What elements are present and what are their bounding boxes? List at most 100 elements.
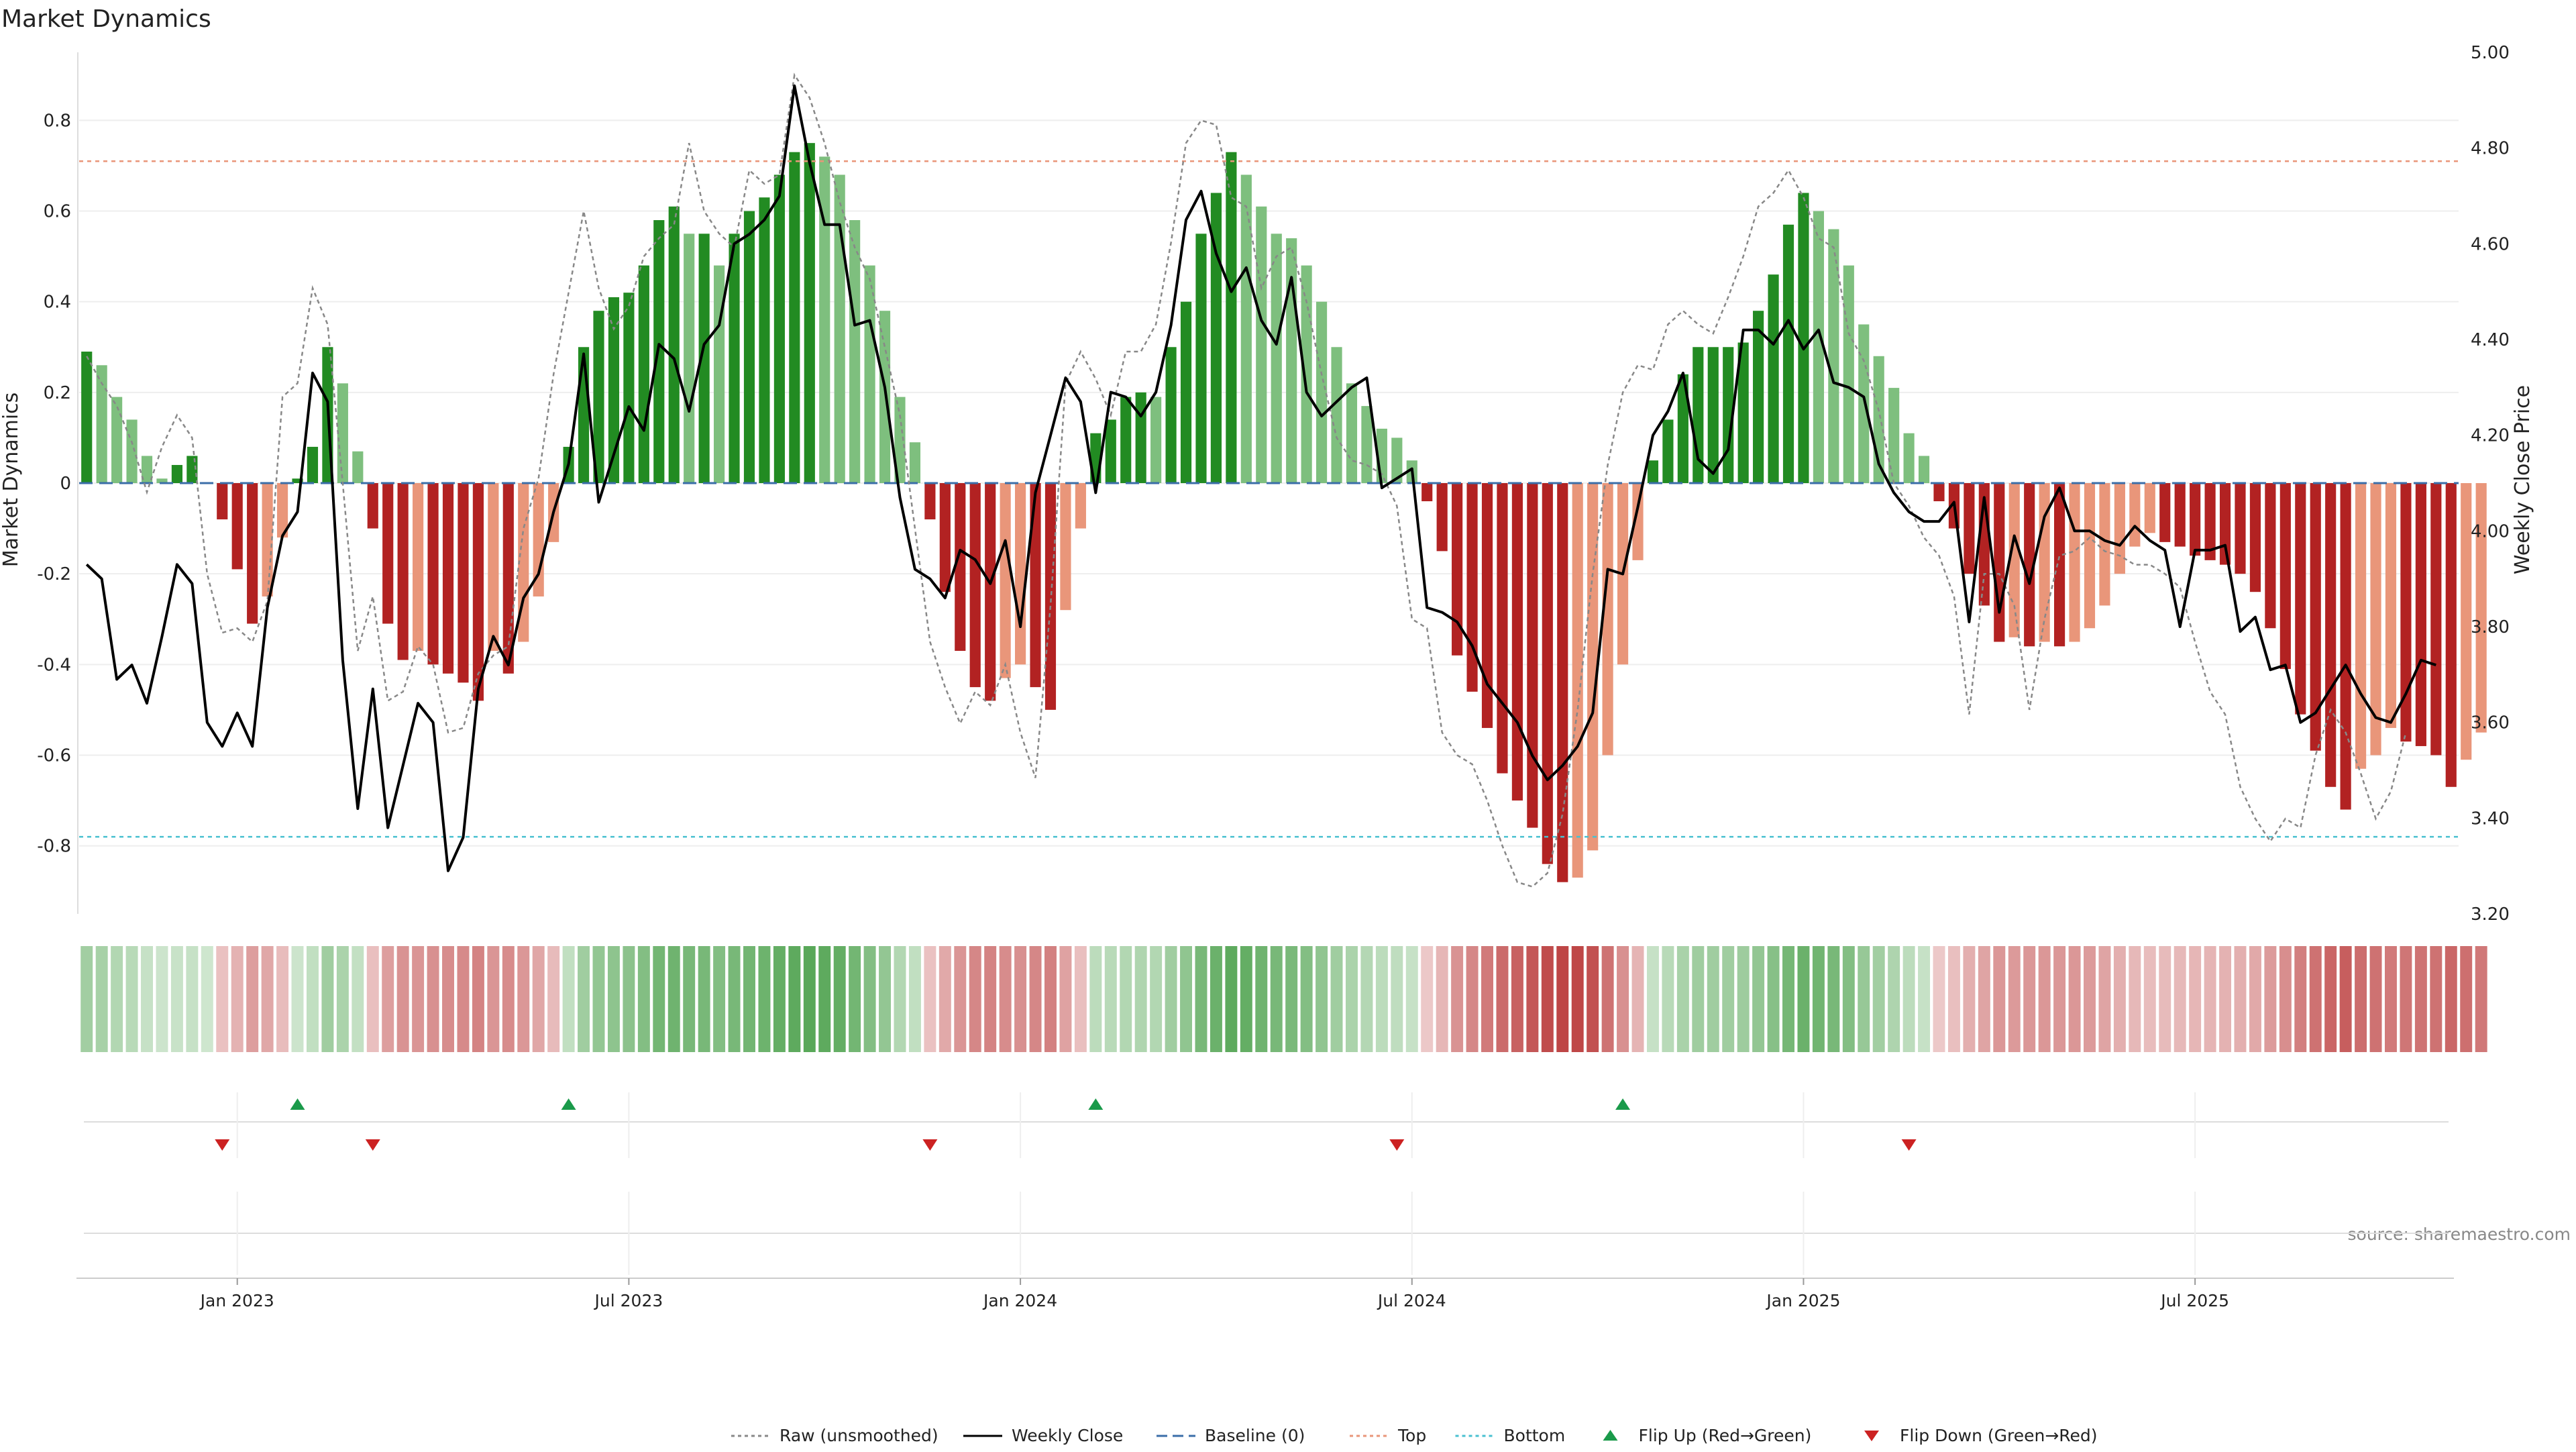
x-tick-label-1: Jul 2023 <box>594 1291 663 1310</box>
dynamics-bar-101 <box>1602 483 1613 756</box>
heat-cell-88 <box>1405 946 1418 1052</box>
dynamics-bar-138 <box>2159 483 2171 542</box>
left-tick-label-2: 0.4 <box>44 293 71 313</box>
dynamics-bar-33 <box>578 347 590 483</box>
heat-cell-140 <box>2189 946 2202 1052</box>
heat-cell-148 <box>2309 946 2322 1052</box>
dynamics-bar-26 <box>472 483 484 701</box>
heat-cell-85 <box>1360 946 1373 1052</box>
heat-cell-37 <box>637 946 650 1052</box>
heat-cell-113 <box>1782 946 1794 1052</box>
dynamics-bar-144 <box>2249 483 2261 592</box>
dynamics-bar-106 <box>1677 374 1688 483</box>
dynamics-bar-41 <box>698 234 710 483</box>
heat-cell-41 <box>698 946 710 1052</box>
dynamics-bar-9 <box>217 483 228 520</box>
heat-cell-49 <box>818 946 831 1052</box>
heat-cell-63 <box>1029 946 1042 1052</box>
heat-cell-19 <box>366 946 379 1052</box>
dynamics-bar-82 <box>1316 301 1328 483</box>
legend-label-0: Raw (unsmoothed) <box>780 1426 938 1445</box>
heat-cell-29 <box>517 946 530 1052</box>
heat-cell-10 <box>231 946 244 1052</box>
heat-cell-58 <box>954 946 967 1052</box>
right-tick-label-4: 4.20 <box>2471 426 2510 446</box>
dynamics-bar-115 <box>1813 211 1824 483</box>
heat-cell-67 <box>1089 946 1102 1052</box>
heat-cell-125 <box>1963 946 1976 1052</box>
heat-cell-34 <box>592 946 605 1052</box>
heat-cell-151 <box>2355 946 2367 1052</box>
dynamics-bar-140 <box>2190 483 2201 556</box>
heat-cell-81 <box>1300 946 1313 1052</box>
flip-down-marker-3 <box>1389 1139 1405 1151</box>
dynamics-bar-62 <box>1015 483 1026 665</box>
dynamics-bar-76 <box>1226 152 1237 483</box>
dynamics-bar-58 <box>955 483 966 652</box>
heat-cell-127 <box>1993 946 2006 1052</box>
heat-cell-7 <box>186 946 199 1052</box>
dynamics-bar-99 <box>1572 483 1583 878</box>
heat-cell-33 <box>578 946 590 1052</box>
right-tick-label-8: 3.40 <box>2471 809 2510 829</box>
heat-cell-117 <box>1842 946 1855 1052</box>
dynamics-bar-110 <box>1737 342 1749 483</box>
heat-strip <box>80 946 2487 1052</box>
dynamics-bar-11 <box>247 483 258 624</box>
dynamics-bar-125 <box>1964 483 1975 574</box>
right-tick-label-1: 4.80 <box>2471 139 2510 159</box>
heat-cell-84 <box>1345 946 1358 1052</box>
heat-cell-46 <box>773 946 786 1052</box>
right-tick-label-5: 4.00 <box>2471 521 2510 541</box>
heat-cell-42 <box>713 946 726 1052</box>
heat-cell-54 <box>894 946 906 1052</box>
dynamics-bar-68 <box>1105 419 1116 483</box>
dynamics-bar-83 <box>1331 347 1342 483</box>
legend: Raw (unsmoothed) Weekly Close Baseline (0)… <box>731 1426 2098 1445</box>
heat-cell-45 <box>758 946 771 1052</box>
heat-cell-66 <box>1074 946 1087 1052</box>
heat-cell-159 <box>2475 946 2487 1052</box>
dynamics-bar-28 <box>502 483 514 674</box>
y-axis-left-label: Market Dynamics <box>0 393 23 568</box>
dynamics-bar-97 <box>1542 483 1553 864</box>
dynamics-bar-22 <box>413 483 424 652</box>
heat-cell-149 <box>2324 946 2337 1052</box>
dynamics-bar-60 <box>985 483 996 701</box>
heat-cell-115 <box>1812 946 1825 1052</box>
heat-cell-122 <box>1918 946 1931 1052</box>
flip-up-marker-3 <box>1615 1098 1631 1110</box>
dynamics-bar-15 <box>307 446 319 483</box>
dynamics-bar-151 <box>2355 483 2367 769</box>
heat-cell-55 <box>908 946 921 1052</box>
heat-cell-152 <box>2369 946 2382 1052</box>
heat-cell-83 <box>1330 946 1343 1052</box>
legend-label-4: Bottom <box>1504 1426 1566 1445</box>
heat-cell-97 <box>1541 946 1554 1052</box>
dynamics-bar-131 <box>2054 483 2065 647</box>
heat-cell-69 <box>1120 946 1132 1052</box>
heat-cell-96 <box>1526 946 1539 1052</box>
dynamics-bar-59 <box>969 483 981 688</box>
heat-cell-141 <box>2204 946 2216 1052</box>
heat-cell-89 <box>1421 946 1434 1052</box>
dynamics-bar-18 <box>352 451 364 483</box>
dynamics-bar-103 <box>1632 483 1644 560</box>
heat-cell-26 <box>472 946 484 1052</box>
heat-cell-101 <box>1601 946 1614 1052</box>
heat-cell-12 <box>261 946 274 1052</box>
raw-unsmoothed-line <box>86 72 2407 888</box>
reference-lines <box>79 160 2459 838</box>
dynamics-bar-152 <box>2370 483 2381 756</box>
heat-cell-62 <box>1014 946 1027 1052</box>
dynamics-bar-141 <box>2204 483 2216 560</box>
left-tick-label-3: 0.2 <box>44 383 71 403</box>
heat-cell-111 <box>1752 946 1765 1052</box>
heat-cell-95 <box>1511 946 1523 1052</box>
heat-cell-156 <box>2430 946 2443 1052</box>
heat-cell-93 <box>1481 946 1493 1052</box>
flip-markers-panel <box>84 1092 2449 1158</box>
x-axis: Jan 2023 Jul 2023 Jan 2024 Jul 2024 Jan 2025… <box>76 1278 2454 1310</box>
flip-down-marker-0 <box>215 1139 230 1151</box>
